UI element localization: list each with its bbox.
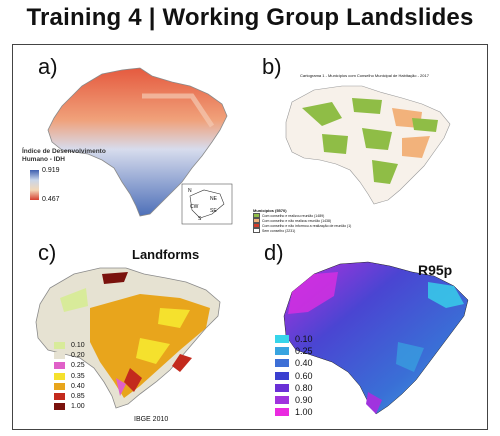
landforms-legend-item: 0.20 xyxy=(54,350,85,360)
brazil-idh-map xyxy=(47,67,233,225)
r95p-legend-item: 0.60 xyxy=(275,370,313,382)
legend-swatch xyxy=(275,396,289,405)
r95p-legend: 0.10 0.25 0.40 0.60 0.80 0.90 1.00 xyxy=(275,333,313,418)
council-legend-item: Sem conselho (2231) xyxy=(253,227,351,234)
legend-swatch xyxy=(275,359,289,368)
legend-swatch xyxy=(275,347,289,356)
legend-value: 0.40 xyxy=(71,382,85,390)
panel-a-label: a) xyxy=(38,54,58,79)
inset-label-ne: NE xyxy=(210,196,217,202)
council-legend: Municípios (5570) Com conselho e realizo… xyxy=(253,208,352,234)
legend-value: 1.00 xyxy=(295,407,313,418)
landforms-legend-item: 0.10 xyxy=(54,340,85,350)
landforms-title: Landforms xyxy=(132,247,200,262)
r95p-title: R95p xyxy=(418,262,453,278)
legend-swatch xyxy=(54,362,65,370)
legend-value: 0.40 xyxy=(295,358,313,369)
legend-swatch xyxy=(54,372,65,380)
landforms-legend-item: 0.25 xyxy=(54,361,85,371)
legend-value: 0.60 xyxy=(295,370,313,381)
source-label: IBGE 2010 xyxy=(134,416,169,423)
legend-swatch xyxy=(253,227,260,234)
landforms-legend-item: 0.40 xyxy=(54,381,85,391)
legend-text: Sem conselho (2231) xyxy=(262,228,296,233)
landforms-legend-item: 1.00 xyxy=(54,402,85,412)
inset-label-n: N xyxy=(188,188,192,194)
legend-value: 0.20 xyxy=(71,351,85,359)
legend-text: Com conselho e não realizou reunião (143… xyxy=(262,218,332,223)
r95p-legend-item: 0.40 xyxy=(275,357,313,369)
panel-b-map-title: Cartograma 1 - Municípios com Conselho M… xyxy=(300,73,429,78)
legend-text: Com conselho e realizou reunião (1489) xyxy=(262,213,325,218)
r95p-legend-item: 1.00 xyxy=(275,406,313,418)
legend-swatch xyxy=(54,403,65,411)
legend-value: 0.25 xyxy=(71,362,85,370)
landforms-legend: 0.10 0.20 0.25 0.35 0.40 0.85 1.00 xyxy=(54,340,85,412)
r95p-legend-item: 0.90 xyxy=(275,394,313,406)
legend-text: Com conselho e não informou a realização… xyxy=(262,223,352,228)
legend-value: 0.10 xyxy=(295,334,313,345)
panel-d-label: d) xyxy=(264,240,284,265)
inset-label-s: S xyxy=(198,216,202,222)
idh-color-scale xyxy=(30,170,39,200)
idh-legend: Índice de Desenvolvimento Humano - IDH xyxy=(22,148,112,164)
landforms-legend-item: 0.85 xyxy=(54,391,85,401)
legend-swatch xyxy=(54,351,65,359)
legend-swatch xyxy=(54,393,65,401)
brazil-landforms-map xyxy=(35,267,221,409)
idh-legend-title: Índice de Desenvolvimento Humano - IDH xyxy=(22,148,106,163)
r95p-legend-item: 0.10 xyxy=(275,333,313,345)
legend-swatch xyxy=(54,341,65,349)
brazil-r95p-map xyxy=(283,261,469,415)
inset-label-se: SE xyxy=(210,208,217,214)
panel-b-label: b) xyxy=(262,54,282,79)
page-title: Training 4 | Working Group Landslides xyxy=(26,4,474,31)
brazil-council-map xyxy=(285,85,451,205)
legend-swatch xyxy=(275,383,289,392)
r95p-legend-item: 0.80 xyxy=(275,382,313,394)
legend-value: 1.00 xyxy=(71,403,85,411)
council-legend-header: Municípios (5570) xyxy=(253,208,287,213)
landforms-legend-item: 0.35 xyxy=(54,371,85,381)
legend-swatch xyxy=(275,371,289,380)
legend-swatch xyxy=(275,408,289,417)
inset-label-cw: CW xyxy=(190,204,199,210)
figure-frame xyxy=(12,44,488,430)
council-legend-item: Com conselho e não informou a realização… xyxy=(253,222,352,229)
legend-value: 0.90 xyxy=(295,395,313,406)
r95p-legend-item: 0.25 xyxy=(275,345,313,357)
legend-value: 0.35 xyxy=(71,372,85,380)
idh-scale-max: 0.919 xyxy=(42,167,60,174)
legend-value: 0.10 xyxy=(71,341,85,349)
panel-c-label: c) xyxy=(38,240,57,265)
legend-value: 0.85 xyxy=(71,393,85,401)
idh-scale-min: 0.467 xyxy=(42,196,60,203)
legend-swatch xyxy=(54,382,65,390)
legend-value: 0.25 xyxy=(295,346,313,357)
legend-value: 0.80 xyxy=(295,382,313,393)
legend-swatch xyxy=(275,335,289,344)
